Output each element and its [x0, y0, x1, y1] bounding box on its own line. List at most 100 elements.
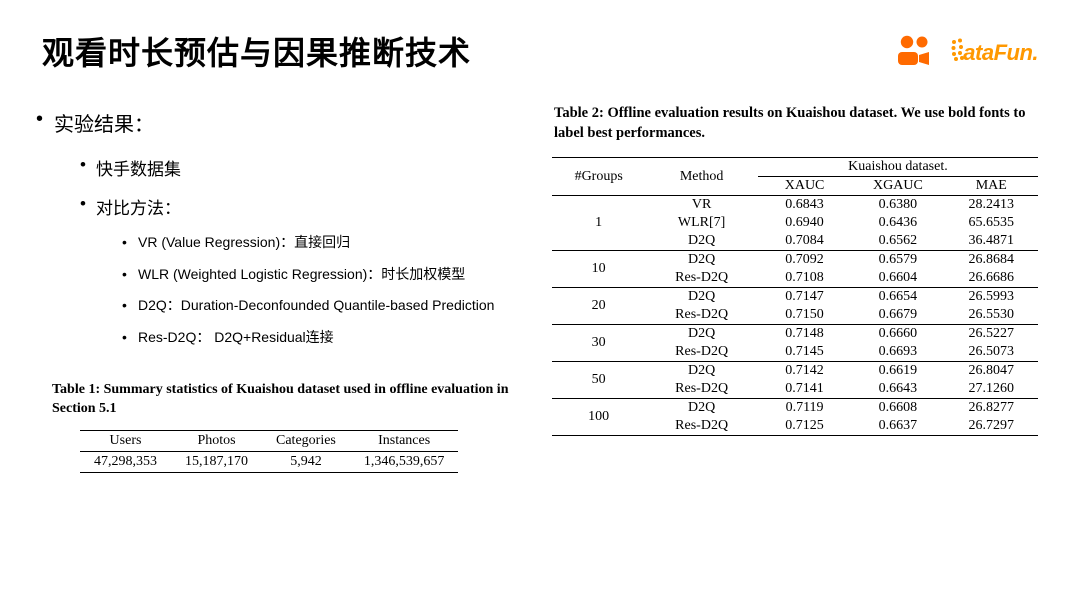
slide-title: 观看时长预估与因果推断技术: [42, 28, 471, 74]
t1-cell-2: 5,942: [262, 451, 350, 472]
t2-value-cell: 0.6562: [851, 232, 944, 251]
t2-method-cell: Res-D2Q: [645, 306, 758, 325]
t1-col-1: Photos: [171, 430, 262, 451]
t2-group-cell: 100: [552, 399, 645, 436]
table2-caption: Table 2: Offline evaluation results on K…: [552, 104, 1038, 143]
table-row: 20D2Q0.71470.665426.5993: [552, 288, 1038, 307]
table-row: 50D2Q0.71420.661926.8047: [552, 362, 1038, 381]
bullet-l3d: Res-D2Q： D2Q+Residual连接: [42, 328, 532, 348]
t2-value-cell: 26.5530: [945, 306, 1038, 325]
t2-value-cell: 0.7150: [758, 306, 851, 325]
t2-value-cell: 0.6654: [851, 288, 944, 307]
t2-value-cell: 26.6686: [945, 269, 1038, 288]
t2-value-cell: 26.5227: [945, 325, 1038, 344]
t2-value-cell: 0.6608: [851, 399, 944, 418]
table1-caption: Table 1: Summary statistics of Kuaishou …: [52, 381, 532, 417]
t1-col-0: Users: [80, 430, 171, 451]
t2-value-cell: 26.5993: [945, 288, 1038, 307]
bullet-l2a: 快手数据集: [42, 155, 532, 180]
t2-value-cell: 0.6679: [851, 306, 944, 325]
t2-value-cell: 36.4871: [945, 232, 1038, 251]
slide: 观看时长预估与因果推断技术: [0, 0, 1080, 608]
t2-body: 1VR0.68430.638028.2413WLR[7]0.69400.6436…: [552, 196, 1038, 436]
t2-value-cell: 26.8684: [945, 251, 1038, 270]
t2-sh-1: XGAUC: [851, 177, 944, 196]
title-row: 观看时长预估与因果推断技术: [42, 28, 1038, 74]
t2-value-cell: 0.6436: [851, 214, 944, 232]
t1-col-3: Instances: [350, 430, 459, 451]
t2-value-cell: 0.7142: [758, 362, 851, 381]
bullet-l3b: WLR (Weighted Logistic Regression)：时长加权模…: [42, 265, 532, 285]
t2-method-cell: D2Q: [645, 399, 758, 418]
t2-value-cell: 0.6940: [758, 214, 851, 232]
t2-group-cell: 1: [552, 196, 645, 251]
logos: ataFun.: [893, 34, 1038, 68]
datafun-text: ataFun.: [963, 40, 1038, 66]
t1-cell-3: 1,346,539,657: [350, 451, 459, 472]
t2-group-cell: 30: [552, 325, 645, 362]
t2-method-cell: Res-D2Q: [645, 343, 758, 362]
t2-value-cell: 0.6660: [851, 325, 944, 344]
t2-value-cell: 26.8047: [945, 362, 1038, 381]
bullet-l2b: 对比方法：: [42, 194, 532, 219]
right-column: Table 2: Offline evaluation results on K…: [552, 104, 1038, 473]
t2-value-cell: 0.6619: [851, 362, 944, 381]
t2-value-cell: 0.6579: [851, 251, 944, 270]
t2-value-cell: 0.7119: [758, 399, 851, 418]
table1-header-row: Users Photos Categories Instances: [80, 430, 458, 451]
left-column: 实验结果： 快手数据集 对比方法： VR (Value Regression)：…: [42, 104, 532, 473]
kuaishou-logo-icon: [893, 34, 935, 68]
t2-value-cell: 0.6604: [851, 269, 944, 288]
t2-method-cell: D2Q: [645, 251, 758, 270]
t2-value-cell: 0.6380: [851, 196, 944, 215]
t2-value-cell: 26.7297: [945, 417, 1038, 436]
t2-value-cell: 0.7141: [758, 380, 851, 399]
table-row: 30D2Q0.71480.666026.5227: [552, 325, 1038, 344]
table-row: 10D2Q0.70920.657926.8684: [552, 251, 1038, 270]
t2-method-cell: VR: [645, 196, 758, 215]
table-row: 100D2Q0.71190.660826.8277: [552, 399, 1038, 418]
t2-value-cell: 26.8277: [945, 399, 1038, 418]
t2-header-row1: #Groups Method Kuaishou dataset.: [552, 158, 1038, 177]
table1-container: Table 1: Summary statistics of Kuaishou …: [42, 381, 532, 472]
table2: #Groups Method Kuaishou dataset. XAUC XG…: [552, 157, 1038, 436]
content-row: 实验结果： 快手数据集 对比方法： VR (Value Regression)：…: [42, 104, 1038, 473]
datafun-logo-icon: ataFun.: [951, 36, 1038, 66]
t2-value-cell: 0.7108: [758, 269, 851, 288]
t2-method-cell: D2Q: [645, 325, 758, 344]
t2-value-cell: 65.6535: [945, 214, 1038, 232]
t2-sh-0: XAUC: [758, 177, 851, 196]
t2-method-cell: Res-D2Q: [645, 269, 758, 288]
t2-h-groups: #Groups: [552, 158, 645, 196]
t2-value-cell: 0.7145: [758, 343, 851, 362]
t2-value-cell: 27.1260: [945, 380, 1038, 399]
t2-method-cell: Res-D2Q: [645, 380, 758, 399]
t1-col-2: Categories: [262, 430, 350, 451]
t2-value-cell: 0.7148: [758, 325, 851, 344]
t2-value-cell: 0.6643: [851, 380, 944, 399]
table1-data-row: 47,298,353 15,187,170 5,942 1,346,539,65…: [80, 451, 458, 472]
t2-value-cell: 0.6693: [851, 343, 944, 362]
table1: Users Photos Categories Instances 47,298…: [80, 430, 458, 473]
t2-value-cell: 0.6843: [758, 196, 851, 215]
t2-value-cell: 0.7125: [758, 417, 851, 436]
bullet-l1: 实验结果：: [42, 108, 532, 137]
t2-method-cell: D2Q: [645, 232, 758, 251]
t2-method-cell: D2Q: [645, 288, 758, 307]
t2-group-cell: 50: [552, 362, 645, 399]
t2-method-cell: WLR[7]: [645, 214, 758, 232]
t2-sh-2: MAE: [945, 177, 1038, 196]
t2-value-cell: 0.7084: [758, 232, 851, 251]
t2-value-cell: 26.5073: [945, 343, 1038, 362]
t1-cell-1: 15,187,170: [171, 451, 262, 472]
t2-value-cell: 0.7092: [758, 251, 851, 270]
bullet-l3c: D2Q：Duration-Deconfounded Quantile-based…: [42, 296, 532, 316]
t2-value-cell: 0.6637: [851, 417, 944, 436]
bullet-l3a: VR (Value Regression)：直接回归: [42, 233, 532, 253]
t2-h-method: Method: [645, 158, 758, 196]
t1-cell-0: 47,298,353: [80, 451, 171, 472]
t2-method-cell: Res-D2Q: [645, 417, 758, 436]
t2-value-cell: 28.2413: [945, 196, 1038, 215]
table-row: 1VR0.68430.638028.2413: [552, 196, 1038, 215]
t2-value-cell: 0.7147: [758, 288, 851, 307]
